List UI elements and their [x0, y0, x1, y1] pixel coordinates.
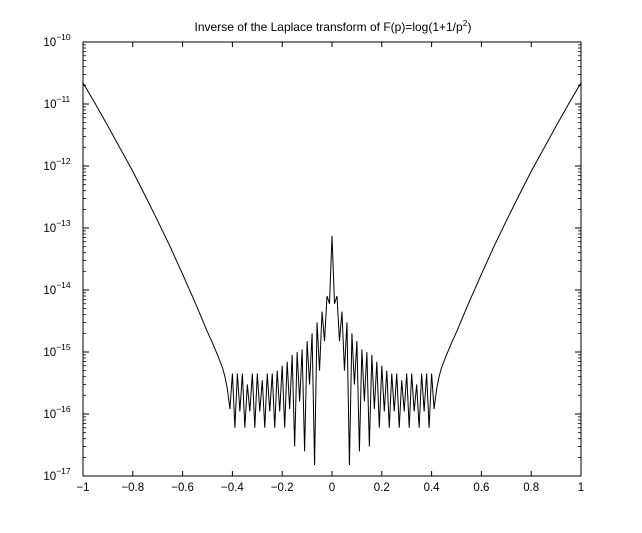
- y-tick-label: 10−11: [44, 94, 71, 111]
- x-tick-label: 0: [329, 482, 335, 494]
- y-tick-label: 10−12: [43, 156, 70, 173]
- chart-title-superscript: 2: [463, 18, 468, 28]
- x-tick-label: 1: [578, 482, 584, 494]
- axes-box: [82, 41, 582, 477]
- x-tick-label: −0.2: [271, 482, 294, 494]
- plot-area: −1 −0.8 −0.6 −0.4 −0.2 0 0.2 0.4 0.6 0.8 1 10−10 10−…: [43, 32, 584, 494]
- series-line: [82, 82, 582, 466]
- x-tick-label: −0.4: [221, 482, 244, 494]
- x-tick-label: 0.8: [523, 482, 539, 494]
- chart-title-tail: ): [467, 20, 471, 34]
- chart-title: Inverse of the Laplace transform of F(p)…: [195, 18, 472, 34]
- x-tick-label: −1: [76, 482, 89, 494]
- y-tick-label: 10−10: [43, 32, 70, 49]
- y-tick-label: 10−16: [43, 404, 70, 421]
- x-tick-label: 0.6: [473, 482, 489, 494]
- x-tick-label: 0.4: [424, 482, 441, 494]
- y-tick-label: 10−13: [43, 218, 70, 235]
- chart-title-main: Inverse of the Laplace transform of F(p)…: [195, 20, 463, 34]
- x-tick-label: −0.6: [171, 482, 194, 494]
- y-tick-label: 10−15: [43, 342, 70, 359]
- x-tick-label: −0.8: [121, 482, 144, 494]
- y-tick-label: 10−14: [43, 280, 70, 297]
- y-tick-label: 10−17: [43, 466, 70, 483]
- x-tick-label: 0.2: [374, 482, 390, 494]
